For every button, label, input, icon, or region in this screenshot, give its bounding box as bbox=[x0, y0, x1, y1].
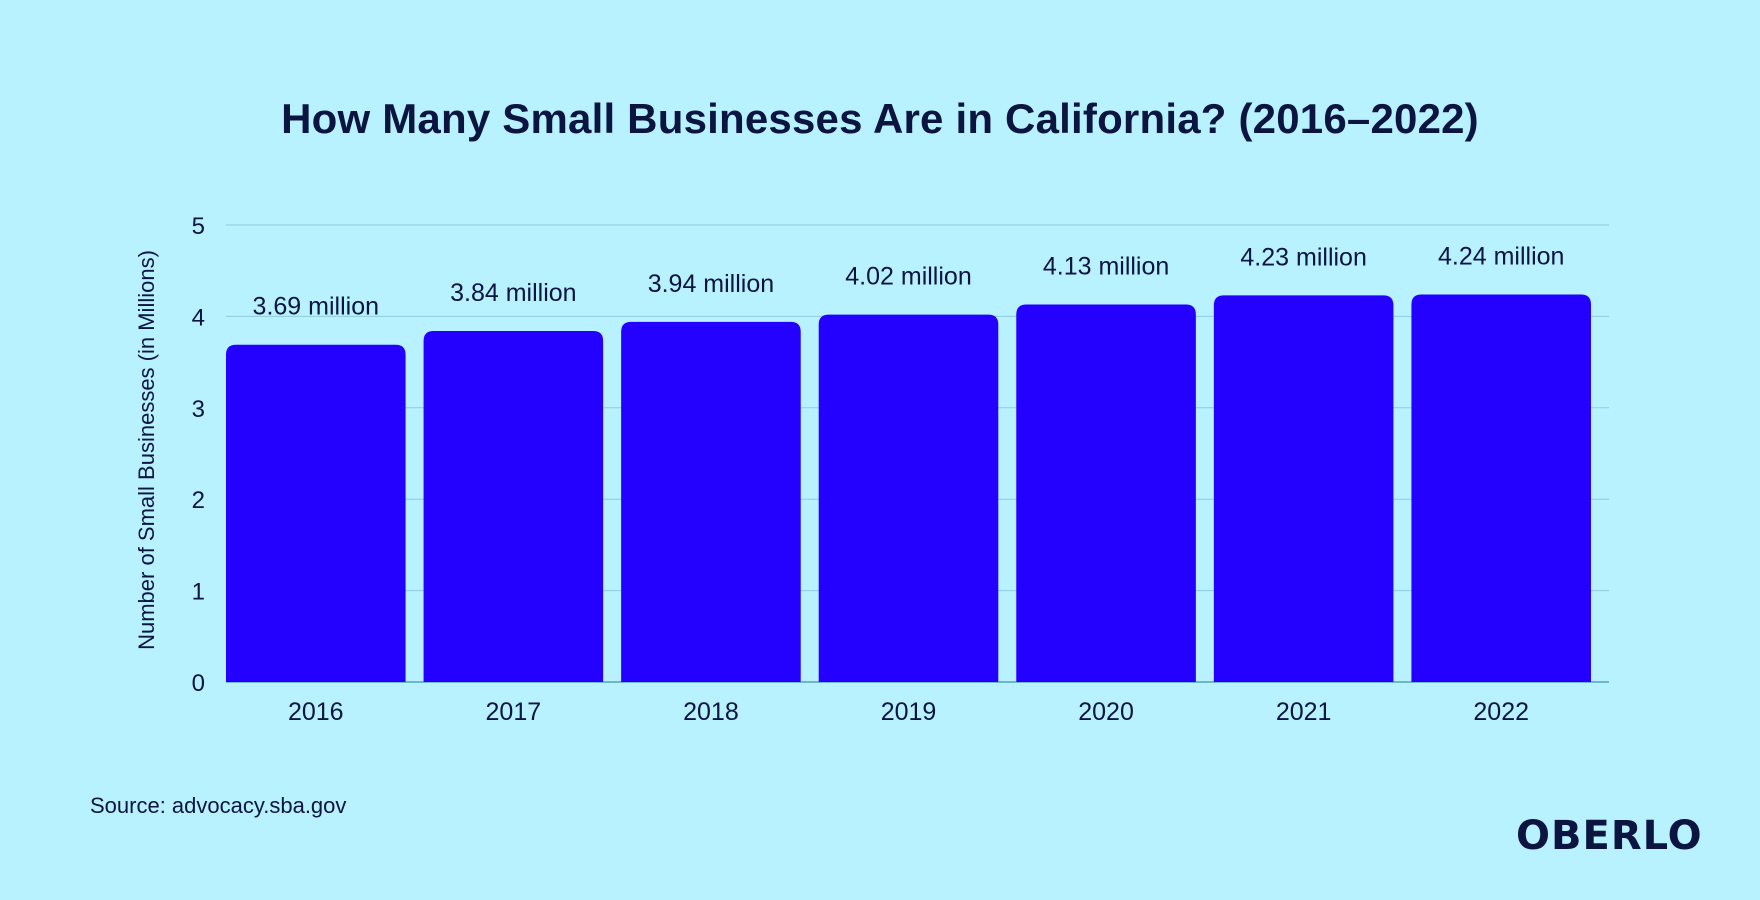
y-tick-label: 3 bbox=[192, 396, 205, 423]
x-tick-label: 2018 bbox=[683, 698, 739, 726]
labels-layer: 0 1 2 3 4 5 3.69 million 2016 3.84 million 2017 3.… bbox=[192, 213, 1565, 726]
bar-2018 bbox=[621, 321, 801, 682]
bar-2019 bbox=[818, 314, 999, 682]
x-tick-label: 2016 bbox=[288, 698, 344, 726]
data-label: 3.69 million bbox=[253, 293, 379, 321]
x-tick-label: 2017 bbox=[486, 698, 542, 726]
y-tick-label: 2 bbox=[192, 487, 205, 514]
data-label: 4.02 million bbox=[845, 263, 971, 291]
x-tick-label: 2019 bbox=[881, 698, 937, 726]
x-tick-label: 2021 bbox=[1276, 698, 1332, 726]
data-label: 4.23 million bbox=[1240, 243, 1366, 271]
data-label: 4.13 million bbox=[1043, 253, 1169, 281]
source-note: Source: advocacy.sba.gov bbox=[90, 793, 347, 818]
bars-layer bbox=[226, 294, 1591, 682]
chart-title: How Many Small Businesses Are in Califor… bbox=[281, 95, 1479, 142]
bar-2022 bbox=[1411, 294, 1591, 682]
bar-2017 bbox=[423, 331, 604, 682]
y-tick-label: 4 bbox=[192, 304, 205, 331]
x-tick-label: 2022 bbox=[1473, 698, 1529, 726]
oberlo-logo: OBERLO bbox=[1516, 813, 1703, 859]
bar-2016 bbox=[226, 344, 406, 682]
data-label: 4.24 million bbox=[1438, 242, 1564, 270]
y-axis-label: Number of Small Businesses (in Millions) bbox=[134, 250, 159, 650]
y-tick-label: 0 bbox=[192, 670, 205, 697]
y-tick-label: 5 bbox=[192, 213, 205, 240]
data-label: 3.84 million bbox=[450, 279, 576, 307]
x-tick-label: 2020 bbox=[1078, 698, 1134, 726]
y-tick-label: 1 bbox=[192, 579, 205, 606]
bar-2020 bbox=[1016, 304, 1196, 682]
bar-2021 bbox=[1213, 295, 1394, 682]
data-label: 3.94 million bbox=[648, 270, 774, 298]
